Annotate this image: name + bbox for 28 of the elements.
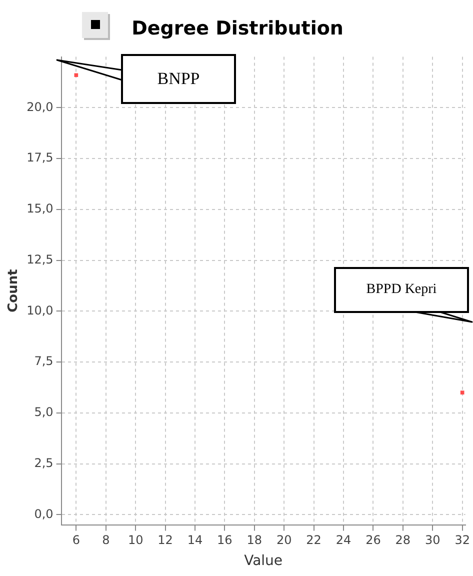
- x-tick-label: 22: [306, 533, 322, 548]
- x-tick-label: 14: [187, 533, 203, 548]
- x-tick-label: 20: [276, 533, 292, 548]
- x-tick-label: 26: [366, 533, 381, 548]
- x-tick-label: 28: [395, 533, 411, 548]
- x-axis-title: Value: [244, 553, 283, 570]
- x-tick-label: 6: [72, 533, 80, 548]
- y-axis-title: Count: [6, 269, 22, 312]
- x-tick-label: 24: [336, 533, 352, 548]
- y-tick-label: 0,0: [34, 506, 54, 521]
- chart-title: Degree Distribution: [132, 17, 344, 40]
- y-tick-label: 12,5: [26, 252, 54, 266]
- y-tick-label: 15,0: [26, 202, 54, 216]
- y-tick-label: 17,5: [26, 150, 54, 165]
- annotation: BNPP: [122, 55, 235, 103]
- y-tick-label: 20,0: [26, 100, 54, 114]
- x-tick-label: 8: [102, 533, 110, 548]
- x-tick-label: 10: [128, 533, 144, 548]
- x-tick-label: 32: [454, 533, 470, 548]
- y-tick-label: 7,5: [34, 354, 54, 368]
- y-tick-label: 2,5: [34, 456, 54, 470]
- x-tick-label: 30: [424, 533, 440, 548]
- annotation: BPPD Kepri: [335, 268, 468, 312]
- x-tick-label: 18: [246, 533, 262, 548]
- x-tick-label: 12: [158, 533, 173, 548]
- x-tick-label: 16: [217, 533, 232, 548]
- y-tick-label: 10,0: [26, 303, 54, 318]
- y-tick-label: 5,0: [34, 405, 54, 420]
